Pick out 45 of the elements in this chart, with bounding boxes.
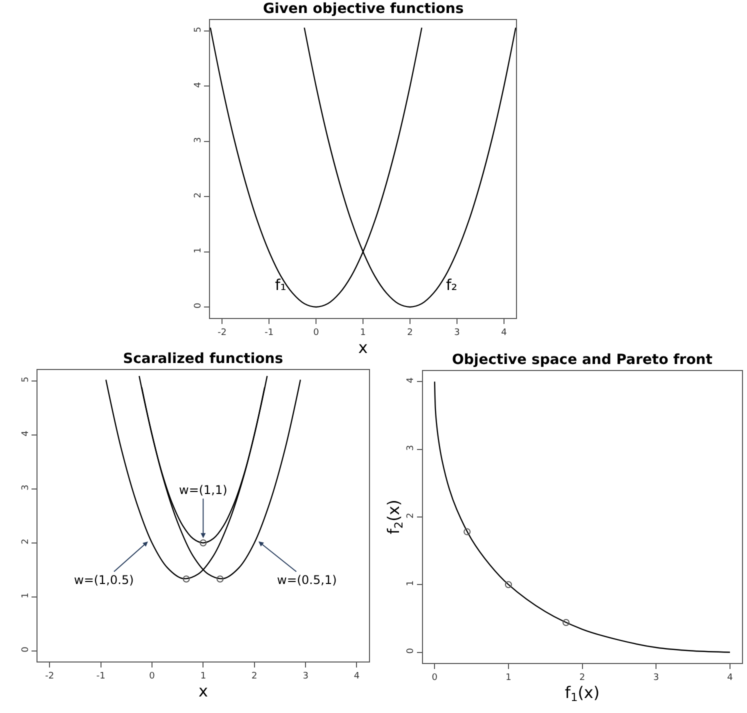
x-tick-label: 0 (149, 671, 156, 682)
x-tick-label: 3 (302, 671, 308, 682)
x-tick-label: 0 (432, 672, 438, 683)
chart-title: Given objective functions (263, 1, 464, 17)
x-tick-label: 3 (454, 328, 460, 338)
y-tick-label: 0 (193, 302, 204, 308)
y-tick-label: 2 (193, 192, 204, 198)
x-tick-label: -2 (218, 328, 227, 338)
annotation: w=(0.5,1) (277, 573, 337, 587)
annotation: w=(1,0.5) (74, 573, 134, 587)
x-tick-label: 3 (653, 672, 659, 683)
y-tick-label: 4 (20, 430, 31, 436)
x-tick-label: -1 (264, 328, 274, 338)
y-tick-label: 5 (20, 376, 31, 382)
y-tick-label: 1 (193, 248, 204, 254)
y-tick-label: 0 (406, 648, 416, 654)
chart-title: Scaralized functions (123, 351, 284, 367)
x-tick-label: -2 (45, 671, 54, 682)
annotation: f₂ (446, 276, 458, 294)
x-axis-title: x (198, 681, 208, 700)
annotation: w=(1,1) (179, 483, 228, 497)
y-tick-label: 4 (193, 82, 204, 88)
x-axis-title: x (358, 338, 368, 357)
x-tick-label: 1 (506, 672, 512, 683)
y-tick-label: 3 (20, 484, 31, 490)
y-tick-label: 5 (193, 26, 204, 33)
y-tick-label: 1 (406, 580, 416, 586)
y-tick-label: 4 (406, 377, 416, 384)
x-tick-label: 2 (579, 672, 586, 683)
x-tick-label: 2 (252, 671, 258, 682)
x-tick-label: -1 (96, 671, 106, 682)
y-tick-label: 2 (20, 538, 31, 544)
y-tick-label: 3 (193, 137, 204, 143)
y-tick-label: 3 (406, 445, 416, 451)
x-axis-title: f$_{1}$(x) (564, 682, 600, 704)
y-tick-label: 0 (20, 646, 31, 652)
y-tick-label: 1 (20, 592, 31, 598)
x-tick-label: 0 (313, 328, 320, 338)
x-tick-label: 4 (501, 328, 508, 338)
y-tick-label: 2 (406, 512, 416, 518)
x-tick-label: 1 (360, 328, 366, 338)
chart-title: Objective space and Pareto front (452, 352, 713, 368)
annotation: f₁ (275, 276, 286, 294)
x-tick-label: 4 (354, 671, 360, 682)
x-tick-label: 4 (727, 672, 734, 683)
